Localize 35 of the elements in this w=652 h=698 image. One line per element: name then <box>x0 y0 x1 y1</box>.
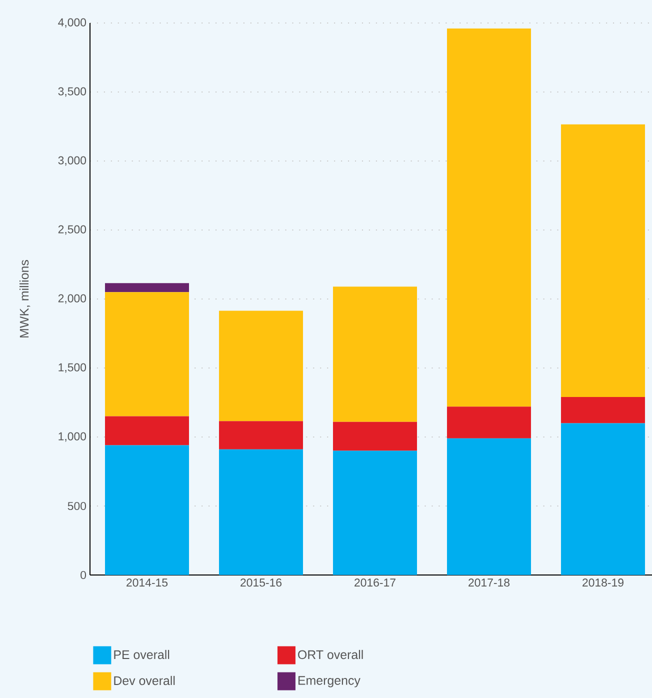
y-axis-title: MWK, millions <box>19 260 30 338</box>
bar <box>218 421 303 450</box>
bar <box>560 423 645 575</box>
y-tick-label: 0 <box>80 570 86 580</box>
x-tick-label: 2015-16 <box>240 578 282 587</box>
bar <box>560 124 645 397</box>
bar <box>218 310 303 422</box>
y-tick-label: 1,500 <box>58 363 86 373</box>
bar <box>218 449 303 575</box>
y-tick-label: 2,500 <box>58 225 86 235</box>
bar <box>446 28 531 407</box>
y-tick-label: 3,500 <box>58 87 86 97</box>
bar <box>332 422 417 451</box>
y-tick-label: 2,000 <box>58 294 86 304</box>
bar <box>105 416 189 446</box>
legend-label: PE overall <box>114 650 170 660</box>
bar <box>560 396 645 424</box>
bar <box>105 445 189 575</box>
y-tick-label: 4,000 <box>58 18 86 28</box>
legend-label: Emergency <box>298 676 360 688</box>
bar <box>446 438 531 575</box>
x-tick-label: 2018-19 <box>582 578 624 587</box>
x-tick-label: 2014-15 <box>126 578 168 587</box>
bar <box>105 283 189 292</box>
bar <box>446 406 531 438</box>
legend-label: ORT overall <box>298 650 363 660</box>
y-tick-label: 500 <box>68 502 86 510</box>
x-tick-label: 2016-17 <box>354 578 396 587</box>
x-tick-label: 2017-18 <box>468 578 510 587</box>
bar <box>332 286 417 422</box>
bar <box>332 450 417 575</box>
y-tick-label: 3,000 <box>58 156 86 166</box>
legend-label: Dev overall <box>114 676 175 686</box>
y-tick-label: 1,000 <box>58 432 86 442</box>
bar <box>105 292 189 416</box>
